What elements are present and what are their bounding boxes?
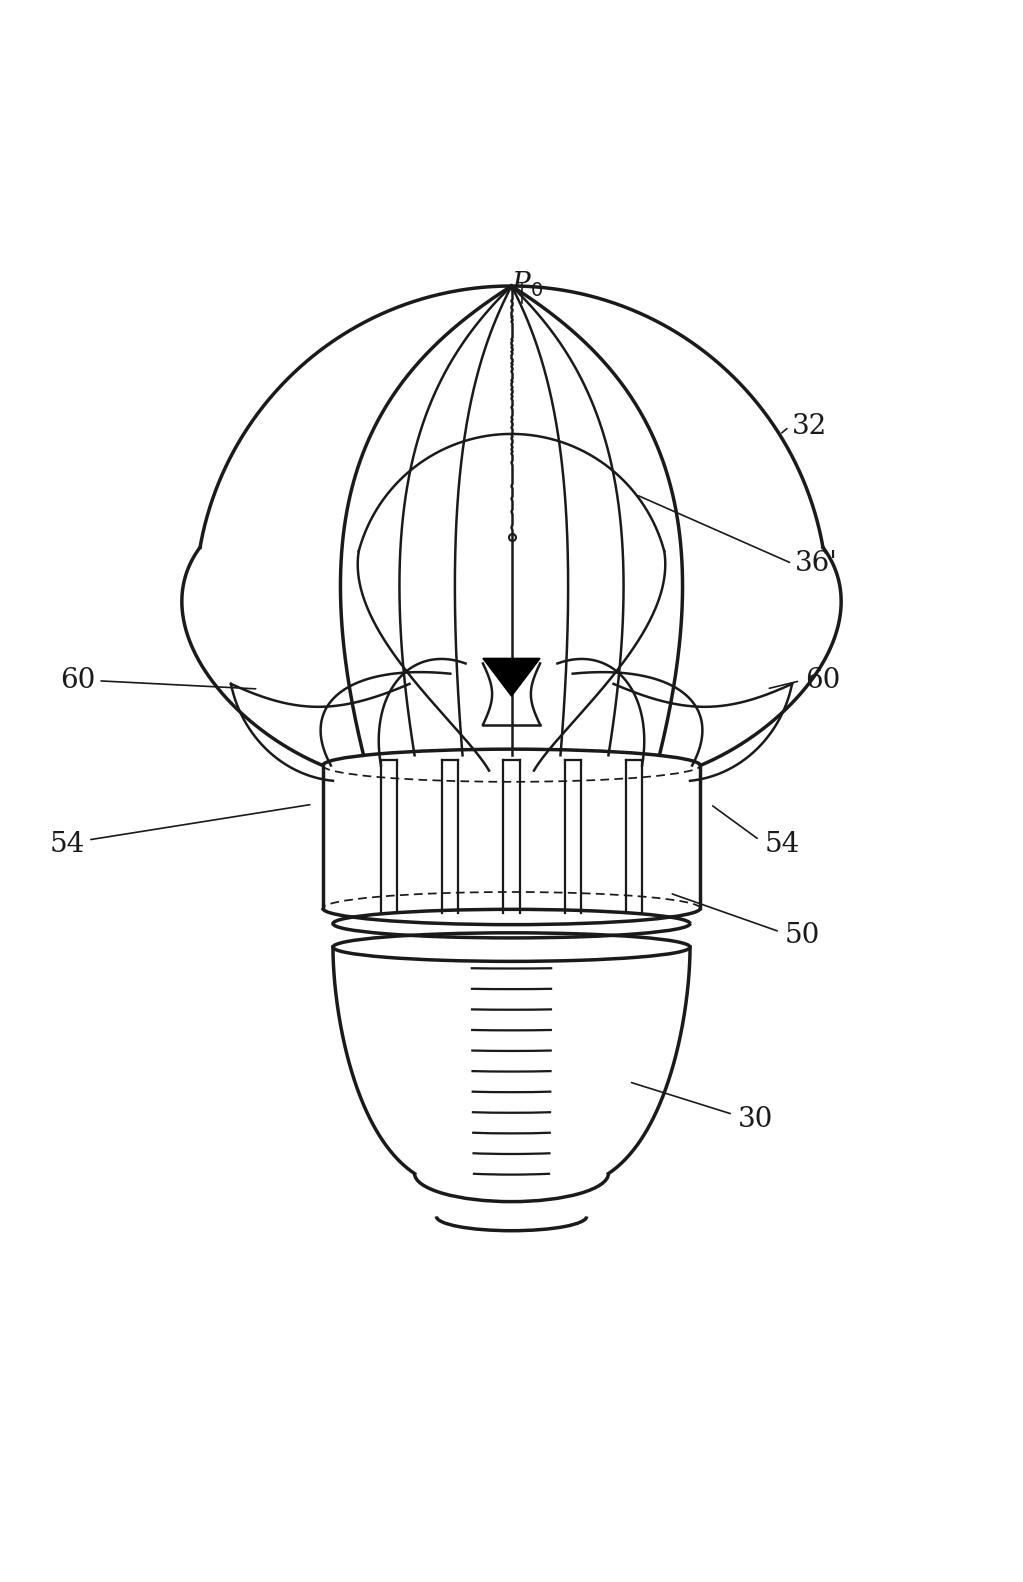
Text: 30: 30 xyxy=(738,1106,773,1133)
Text: 60: 60 xyxy=(60,668,95,694)
Text: 32: 32 xyxy=(792,413,828,440)
Text: 50: 50 xyxy=(785,922,820,949)
Text: 54: 54 xyxy=(764,831,800,857)
Text: 60: 60 xyxy=(805,668,841,694)
Text: 36': 36' xyxy=(795,551,838,577)
Polygon shape xyxy=(483,658,540,696)
Text: P$_0$: P$_0$ xyxy=(510,269,543,299)
Text: 54: 54 xyxy=(50,831,85,857)
